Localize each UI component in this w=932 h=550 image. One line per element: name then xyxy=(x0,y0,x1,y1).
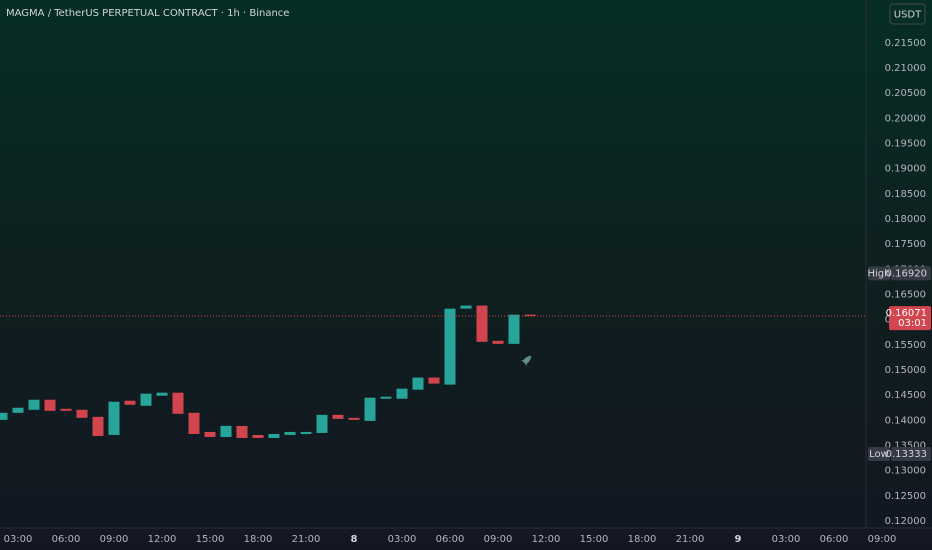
candle-body xyxy=(204,431,216,437)
y-tick-label: 0.14500 xyxy=(885,390,926,401)
candle-body xyxy=(508,314,520,344)
candle-body xyxy=(236,425,248,438)
candle-body xyxy=(364,397,376,421)
low-badge-name-text: Low xyxy=(869,449,889,460)
y-tick-label: 0.12500 xyxy=(885,491,926,502)
low-badge-name xyxy=(868,446,890,461)
currency-button[interactable] xyxy=(889,3,926,25)
x-tick-label: 03:00 xyxy=(772,534,801,545)
y-tick-label: 0.12000 xyxy=(885,516,926,527)
high-badge-text: 0.16920 xyxy=(886,268,927,279)
candle-body xyxy=(156,392,168,396)
x-tick-label: 06:00 xyxy=(52,534,81,545)
y-tick-label: 0.16500 xyxy=(885,290,926,301)
candle-body xyxy=(332,414,344,419)
candle-body xyxy=(220,425,232,437)
candle-body xyxy=(316,414,328,433)
high-badge-name xyxy=(868,266,890,281)
x-tick-label: 06:00 xyxy=(820,534,849,545)
high-badge-name-text: High xyxy=(868,268,891,279)
x-tick-label: 8 xyxy=(351,534,358,545)
y-tick-label: 0.13500 xyxy=(885,441,926,452)
candle-body xyxy=(12,407,24,413)
y-tick-label: 0.15500 xyxy=(885,340,926,351)
candle-body xyxy=(524,314,536,317)
x-tick-label: 06:00 xyxy=(436,534,465,545)
x-tick-label: 21:00 xyxy=(676,534,705,545)
candle-body xyxy=(0,412,8,420)
candle-body xyxy=(476,305,488,342)
candle-body xyxy=(380,396,392,399)
candle-body xyxy=(44,399,56,411)
x-tick-label: 18:00 xyxy=(244,534,273,545)
y-tick-label: 0.17500 xyxy=(885,239,926,250)
currency-label[interactable]: USDT xyxy=(894,10,922,21)
candle-body xyxy=(252,434,264,438)
candle-body xyxy=(76,409,88,418)
last-price-badge xyxy=(889,306,931,331)
y-tick-label: 0.13000 xyxy=(885,466,926,477)
x-tick-label: 12:00 xyxy=(532,534,561,545)
candle-body xyxy=(28,399,40,410)
high-badge xyxy=(891,266,931,281)
candle-body xyxy=(108,401,120,435)
y-tick-label: 0.21500 xyxy=(885,38,926,49)
candle-body xyxy=(412,377,424,390)
last-price-label: 0.16071 xyxy=(886,308,927,319)
x-tick-label: 9 xyxy=(735,534,742,545)
candle-body xyxy=(172,392,184,414)
candle-body xyxy=(140,393,152,406)
x-tick-label: 15:00 xyxy=(580,534,609,545)
candle-body xyxy=(428,377,440,384)
candle-body xyxy=(348,417,360,420)
y-tick-label: 0.18000 xyxy=(885,214,926,225)
x-tick-label: 18:00 xyxy=(628,534,657,545)
x-tick-label: 03:00 xyxy=(4,534,33,545)
chart-title: MAGMA / TetherUS PERPETUAL CONTRACT · 1h… xyxy=(6,8,289,19)
x-tick-label: 09:00 xyxy=(100,534,129,545)
candle-body xyxy=(92,416,104,436)
x-tick-label: 09:00 xyxy=(484,534,513,545)
rocket-icon xyxy=(520,355,532,367)
candle-body xyxy=(300,431,312,434)
y-tick-label: 0.21000 xyxy=(885,63,926,74)
x-tick-label: 15:00 xyxy=(196,534,225,545)
low-badge xyxy=(891,446,931,461)
y-tick-label: 0.14000 xyxy=(885,415,926,426)
y-tick-label: 0.20000 xyxy=(885,113,926,124)
y-tick-label: 0.20500 xyxy=(885,88,926,99)
candle-body xyxy=(188,412,200,434)
candle-body xyxy=(460,305,472,309)
candle-body xyxy=(284,431,296,435)
y-tick-label: 0.18500 xyxy=(885,189,926,200)
candle-body xyxy=(444,308,456,385)
x-tick-label: 09:00 xyxy=(868,534,897,545)
candle-body xyxy=(124,400,136,405)
low-badge-text: 0.13333 xyxy=(886,449,927,460)
candle-body xyxy=(396,388,408,399)
candle-body xyxy=(492,340,504,344)
x-tick-label: 21:00 xyxy=(292,534,321,545)
y-tick-label: 0.15000 xyxy=(885,365,926,376)
candle-body xyxy=(268,433,280,438)
countdown-label: 03:01 xyxy=(898,318,927,329)
y-tick-label: 0.19000 xyxy=(885,164,926,175)
x-tick-label: 03:00 xyxy=(388,534,417,545)
x-tick-label: 12:00 xyxy=(148,534,177,545)
y-tick-label: 0.19500 xyxy=(885,139,926,150)
candle-body xyxy=(60,408,72,411)
